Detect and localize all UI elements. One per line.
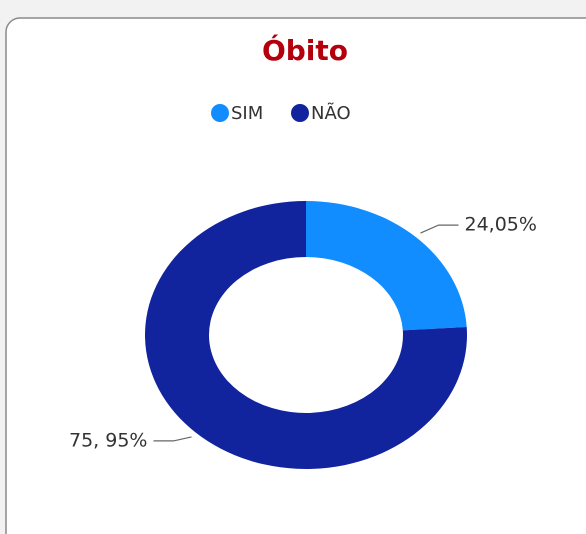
legend-label: SIM xyxy=(231,103,263,124)
leader-line xyxy=(420,224,459,234)
legend-marker xyxy=(211,104,229,122)
chart-title: Óbito xyxy=(262,33,348,67)
slice xyxy=(306,201,467,331)
data-label: 24,05% xyxy=(465,214,537,236)
leader-line xyxy=(153,436,192,442)
data-label: 75, 95% xyxy=(69,429,148,451)
legend-marker xyxy=(291,104,309,122)
slice xyxy=(145,201,468,469)
legend-label: NÃO xyxy=(311,102,351,124)
